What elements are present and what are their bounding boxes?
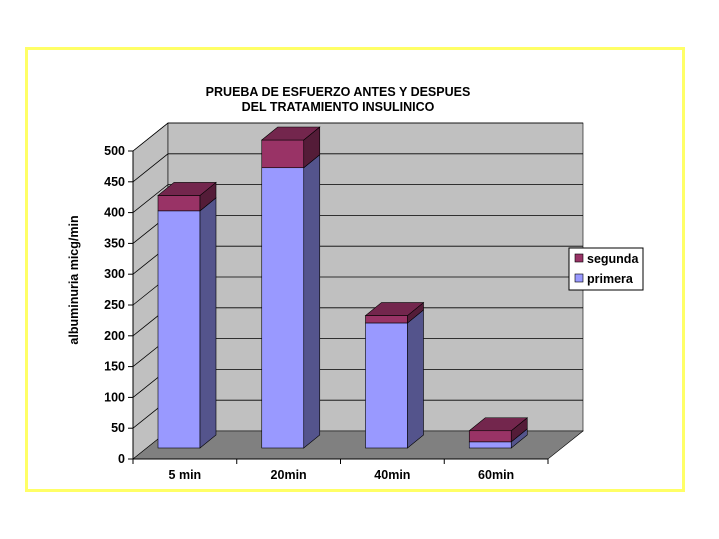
bar-segunda-front [468,430,512,443]
y-tick-label: 0 [118,452,125,466]
chart-title-line-2: DEL TRATAMIENTO INSULINICO [242,100,435,114]
bar-stack [157,181,217,449]
y-tick-label: 350 [104,236,125,250]
bar-primera-side [407,309,424,449]
legend-label-segunda: segunda [587,252,639,266]
gridline [132,184,583,213]
bar-primera-front [468,441,512,449]
y-tick-label: 400 [104,206,125,220]
y-axis-label: albuminuria micg/min [67,215,81,344]
y-tick-label: 450 [104,175,125,189]
bar-segunda-front [365,315,408,324]
bar-stack [364,301,425,449]
legend-box [568,247,644,291]
legend: segunda primera [568,247,644,291]
bar-stack [260,126,321,449]
bars [157,126,529,449]
y-tick-label: 500 [104,144,125,158]
bar-primera-side [303,154,321,449]
x-tick-label: 60min [478,468,514,482]
bar-segunda-top [260,126,321,141]
x-tick-label: 40min [374,468,410,482]
bar-primera-front [157,210,201,449]
bar-segunda-top [364,302,425,316]
bar-segunda-top [157,182,217,196]
x-tick-label: 20min [271,468,307,482]
y-tick-label: 50 [111,421,125,435]
chart-frame: PRUEBA DE ESFUERZO ANTES Y DESPUES DEL T… [25,47,685,492]
y-axis: 0 50 100 150 200 250 300 350 400 450 500 [104,144,134,466]
y-tick-label: 250 [104,298,125,312]
legend-swatch-segunda [574,253,584,263]
legend-label-primera: primera [587,272,634,286]
y-tick-label: 300 [104,267,125,281]
x-axis: 5 min 20min 40min 60min [132,458,549,482]
bar-primera-front [261,167,305,449]
bar-segunda-front [261,139,305,169]
bar-segunda-top [468,417,529,432]
y-tick-label: 200 [104,329,125,343]
chart-title-line-1: PRUEBA DE ESFUERZO ANTES Y DESPUES [206,85,471,99]
bar-segunda-front [157,195,201,212]
bar-stack [468,417,529,449]
bar-primera-side [199,197,217,449]
gridline [132,153,583,183]
x-tick-label: 5 min [169,468,202,482]
y-tick-label: 150 [104,360,125,374]
y-tick-label: 100 [104,390,125,404]
bar-primera-front [365,322,408,449]
legend-swatch-primera [574,273,584,283]
gridline [132,122,583,152]
stacked-bar-chart: PRUEBA DE ESFUERZO ANTES Y DESPUES DEL T… [67,85,644,482]
